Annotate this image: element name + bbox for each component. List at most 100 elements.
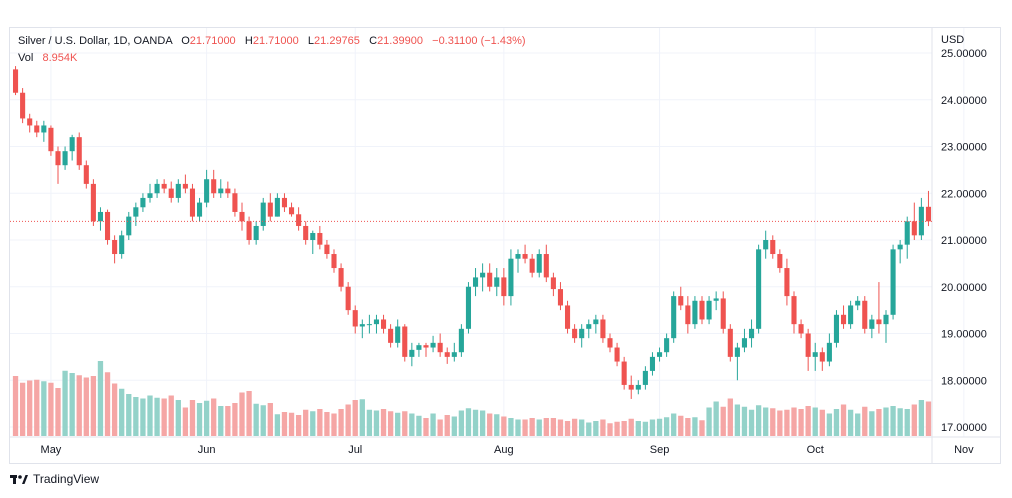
- candle-body: [388, 328, 394, 343]
- volume-bar: [543, 418, 549, 436]
- x-tick-label: May: [41, 444, 62, 456]
- volume-bar: [387, 411, 394, 436]
- candle-body: [430, 342, 436, 348]
- volume-bar: [253, 403, 259, 436]
- volume-bar: [19, 382, 26, 436]
- volume-bar: [699, 420, 705, 436]
- volume-bar: [607, 423, 613, 436]
- candle-body: [656, 352, 663, 357]
- candle-body: [748, 328, 755, 339]
- candle-body: [451, 352, 457, 357]
- volume-bar: [593, 421, 599, 436]
- volume-bar: [621, 421, 627, 436]
- volume-bar: [182, 407, 189, 436]
- volume-bar: [614, 421, 620, 436]
- candle-body: [472, 277, 479, 287]
- volume-bar: [295, 415, 302, 436]
- candle-body: [395, 326, 401, 343]
- volume-bar: [303, 409, 309, 436]
- candle-body: [126, 216, 132, 236]
- candle-body: [112, 240, 118, 255]
- volume-bar: [727, 398, 733, 436]
- x-tick-label: Oct: [807, 444, 824, 456]
- volume-bar: [713, 401, 719, 436]
- candle-body: [572, 328, 578, 339]
- volume-bar: [529, 418, 535, 436]
- volume-bar: [97, 361, 104, 436]
- candle-body: [310, 232, 316, 240]
- volume-bar: [345, 404, 351, 436]
- candle-body: [196, 202, 203, 217]
- volume-bar: [317, 409, 323, 436]
- volume-bar: [586, 422, 592, 436]
- tradingview-branding[interactable]: TradingView: [10, 472, 99, 486]
- volume-bar: [826, 413, 833, 436]
- volume-bar: [847, 409, 854, 436]
- volume-bar: [451, 416, 457, 436]
- candle-body: [508, 258, 514, 297]
- candle-body: [366, 324, 372, 326]
- candle-body: [218, 188, 224, 194]
- candle-body: [628, 384, 634, 390]
- volume-bar: [876, 409, 882, 436]
- volume-bar: [692, 417, 698, 436]
- volume-bar: [423, 418, 429, 436]
- candle-body: [90, 183, 96, 222]
- candle-body: [345, 286, 351, 311]
- candle-body: [444, 352, 450, 357]
- candle-body: [267, 202, 273, 217]
- volume-bar: [55, 388, 61, 436]
- volume-bar: [755, 405, 762, 436]
- candle-body: [678, 296, 684, 306]
- candle-body: [97, 211, 104, 222]
- candle-body: [727, 328, 733, 357]
- candle-body: [168, 188, 174, 198]
- candle-body: [904, 221, 910, 245]
- candle-body: [607, 338, 613, 348]
- candle-body: [76, 137, 82, 166]
- candle-body: [147, 193, 153, 198]
- volume-bar: [126, 394, 132, 436]
- volume-bar: [147, 395, 153, 436]
- volume-bar: [267, 403, 273, 436]
- candle-body: [600, 319, 606, 339]
- volume-bar: [111, 383, 118, 436]
- candle-body: [550, 277, 556, 290]
- open-label: O: [181, 35, 190, 47]
- candle-body: [494, 277, 500, 287]
- y-tick-label: 18.00000: [941, 375, 987, 387]
- volume-bar: [140, 398, 146, 436]
- volume-bar: [83, 377, 89, 436]
- tradingview-brand-text: TradingView: [33, 472, 100, 486]
- volume-bar: [536, 419, 542, 436]
- candle-body: [515, 254, 521, 259]
- candle-body: [664, 338, 670, 353]
- candle-body: [741, 338, 748, 348]
- volume-label: Vol: [18, 52, 34, 64]
- candle-body: [791, 296, 797, 325]
- volume-bar: [310, 411, 316, 436]
- candle-body: [225, 188, 231, 194]
- candle-body: [458, 328, 464, 353]
- candle-body: [777, 254, 783, 269]
- candle-body: [543, 254, 549, 278]
- volume-bar: [862, 406, 868, 436]
- candle-body: [918, 206, 924, 236]
- open-value: 21.71000: [189, 35, 236, 47]
- candle-body: [798, 324, 804, 334]
- volume-bar: [897, 408, 903, 436]
- volume-bar: [501, 416, 507, 436]
- chart-frame[interactable]: 25.00000 24.00000 23.00000 22.00000 21.00000…: [9, 27, 1001, 464]
- candle-body: [756, 249, 762, 329]
- candle-body: [819, 352, 825, 362]
- candle-body: [522, 254, 528, 259]
- candlestick-chart[interactable]: 25.00000 24.00000 23.00000 22.00000 21.00000…: [10, 28, 1000, 463]
- volume-bar: [196, 403, 203, 436]
- candle-body: [911, 221, 917, 236]
- volume-bar: [76, 375, 82, 436]
- candle-body: [20, 92, 26, 119]
- volume-legend: Vol 8.954K: [18, 52, 77, 64]
- candle-body: [416, 345, 422, 350]
- candle-body: [232, 193, 238, 212]
- x-tick-label: Aug: [494, 444, 514, 456]
